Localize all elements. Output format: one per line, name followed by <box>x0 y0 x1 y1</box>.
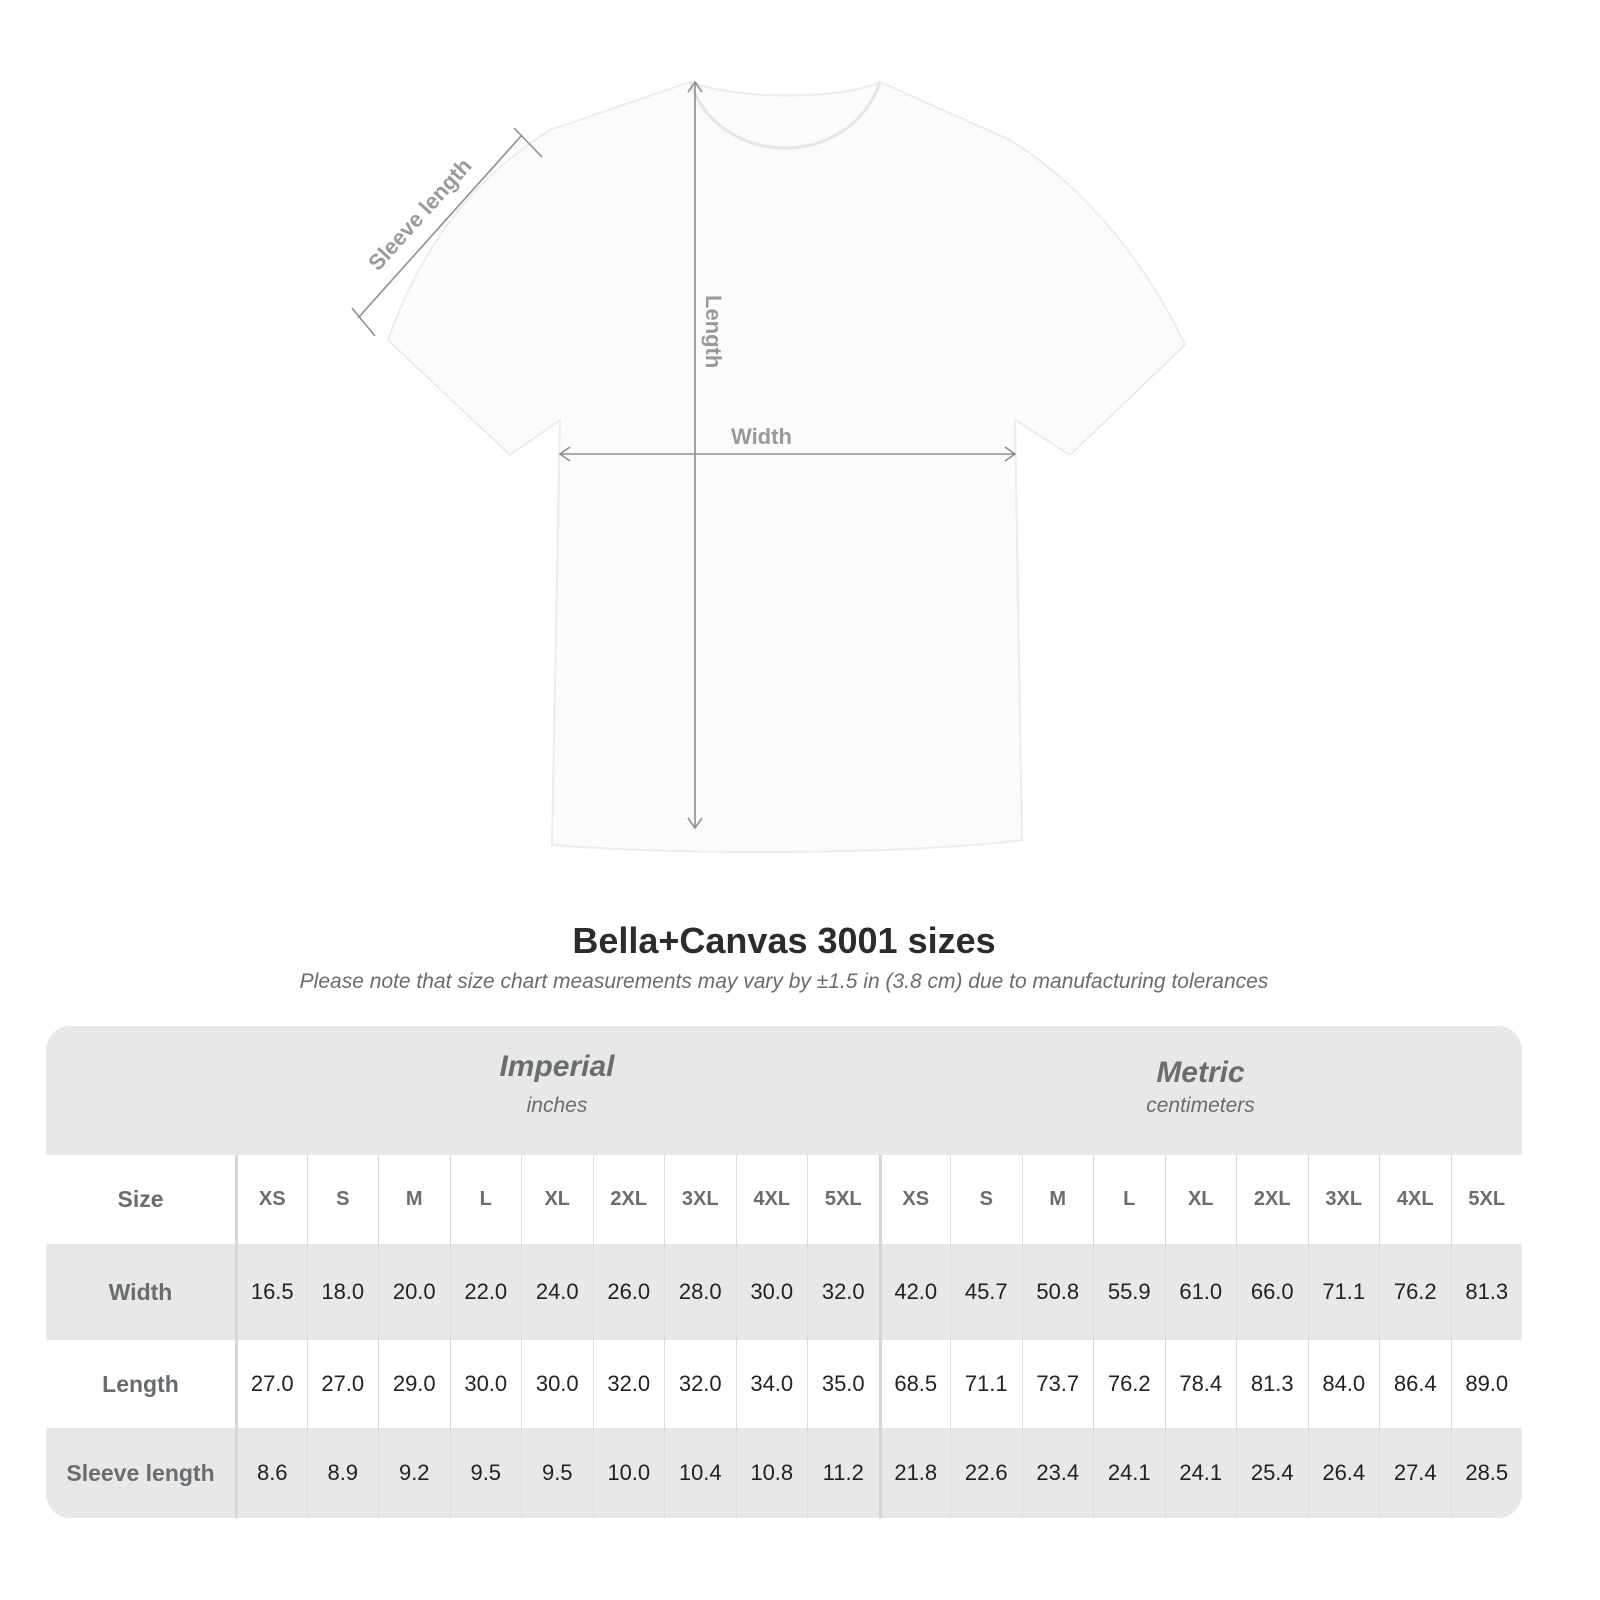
metric-size-S: S <box>950 1155 1022 1244</box>
metric-value-cell: 61.0 <box>1164 1244 1237 1340</box>
t-shirt-image <box>386 80 1187 853</box>
size-label: Size <box>117 1186 164 1212</box>
imperial-size-5XL: 5XL <box>807 1155 879 1244</box>
imperial-size-M: M <box>378 1155 450 1244</box>
imperial-value-cell: 29.0 <box>378 1340 450 1428</box>
metric-value-cell: 26.4 <box>1307 1428 1380 1518</box>
page-title: Bella+Canvas 3001 sizes <box>572 920 996 961</box>
metric-value-cell: 50.8 <box>1021 1244 1094 1340</box>
metric-value-cell: 24.1 <box>1164 1428 1237 1518</box>
metric-title: Metric <box>1156 1056 1245 1089</box>
imperial-size-S: S <box>306 1155 379 1244</box>
metric-value-cell: 78.4 <box>1164 1340 1237 1428</box>
width-label: Width <box>731 424 792 449</box>
metric-value-cell: 24.1 <box>1093 1428 1165 1518</box>
imperial-value-cell: 27.0 <box>306 1340 379 1428</box>
table-row: Width 16.5 18.0 20.0 22.0 24.0 26.0 28.0 30.0 32.… <box>46 1244 1522 1340</box>
imperial-value-cell: 8.9 <box>306 1428 379 1518</box>
imperial-value-cell: 30.0 <box>449 1340 522 1428</box>
imperial-size-2XL: 2XL <box>592 1155 665 1244</box>
imperial-value-cell: 34.0 <box>735 1340 808 1428</box>
metric-value-cell: 73.7 <box>1021 1340 1094 1428</box>
imperial-value-cell: 9.5 <box>521 1428 593 1518</box>
imperial-value-cell: 28.0 <box>664 1244 736 1340</box>
imperial-value-cell: 9.2 <box>378 1428 450 1518</box>
metric-value-cell: 22.6 <box>950 1428 1022 1518</box>
size-table: Imperial inches Metric centimeters Size X… <box>46 1026 1522 1518</box>
metric-value-cell: 28.5 <box>1450 1428 1523 1518</box>
imperial-value-cell: 11.2 <box>807 1428 879 1518</box>
metric-value-cell: 23.4 <box>1021 1428 1094 1518</box>
size-header-row: Size XS S M L XL 2XL 3XL 4XL 5XL XS S M L XL 2XL 3XL 4XL 5… <box>46 1155 1522 1244</box>
table-row: Length 27.0 27.0 29.0 30.0 30.0 32.0 32.0 34.0 35… <box>46 1340 1522 1428</box>
imperial-unit: inches <box>526 1094 588 1117</box>
metric-value-cell: 68.5 <box>878 1340 951 1428</box>
imperial-size-L: L <box>449 1155 522 1244</box>
imperial-value-cell: 30.0 <box>521 1340 593 1428</box>
imperial-value-cell: 10.4 <box>664 1428 736 1518</box>
metric-size-4XL: 4XL <box>1379 1155 1451 1244</box>
metric-value-cell: 86.4 <box>1379 1340 1451 1428</box>
row-label: Length <box>102 1370 179 1397</box>
metric-header: Metric centimeters <box>879 1056 1522 1118</box>
metric-value-cell: 81.3 <box>1236 1340 1308 1428</box>
metric-size-XS: XS <box>878 1155 951 1244</box>
tolerance-note: Please note that size chart measurements… <box>299 970 1269 993</box>
metric-value-cell: 81.3 <box>1450 1244 1523 1340</box>
metric-value-cell: 21.8 <box>878 1428 951 1518</box>
imperial-size-XS: XS <box>235 1155 307 1244</box>
metric-value-cell: 76.2 <box>1379 1244 1451 1340</box>
metric-value-cell: 45.7 <box>950 1244 1022 1340</box>
metric-value-cell: 25.4 <box>1236 1428 1308 1518</box>
imperial-size-3XL: 3XL <box>664 1155 736 1244</box>
imperial-value-cell: 24.0 <box>521 1244 593 1340</box>
metric-unit: centimeters <box>1146 1094 1255 1117</box>
row-label: Width <box>108 1278 173 1305</box>
collar <box>688 81 882 150</box>
metric-value-cell: 84.0 <box>1307 1340 1380 1428</box>
metric-size-M: M <box>1021 1155 1094 1244</box>
metric-value-cell: 89.0 <box>1450 1340 1523 1428</box>
metric-value-cell: 27.4 <box>1379 1428 1451 1518</box>
imperial-value-cell: 30.0 <box>735 1244 808 1340</box>
metric-size-3XL: 3XL <box>1307 1155 1380 1244</box>
imperial-value-cell: 18.0 <box>306 1244 379 1340</box>
metric-size-5XL: 5XL <box>1450 1155 1523 1244</box>
metric-value-cell: 42.0 <box>878 1244 951 1340</box>
metric-value-cell: 55.9 <box>1093 1244 1165 1340</box>
length-label: Length <box>701 295 726 368</box>
imperial-size-XL: XL <box>521 1155 593 1244</box>
imperial-value-cell: 9.5 <box>449 1428 522 1518</box>
metric-value-cell: 71.1 <box>1307 1244 1380 1340</box>
row-label: Sleeve length <box>66 1459 215 1486</box>
imperial-value-cell: 32.0 <box>592 1340 665 1428</box>
imperial-size-4XL: 4XL <box>735 1155 808 1244</box>
imperial-value-cell: 10.0 <box>592 1428 665 1518</box>
imperial-value-cell: 26.0 <box>592 1244 665 1340</box>
imperial-value-cell: 35.0 <box>807 1340 879 1428</box>
imperial-value-cell: 20.0 <box>378 1244 450 1340</box>
t-shirt-diagram: Sleeve length Length Width <box>351 80 1187 853</box>
imperial-value-cell: 32.0 <box>664 1340 736 1428</box>
metric-size-2XL: 2XL <box>1236 1155 1308 1244</box>
imperial-value-cell: 32.0 <box>807 1244 879 1340</box>
metric-size-L: L <box>1093 1155 1165 1244</box>
imperial-value-cell: 8.6 <box>235 1428 307 1518</box>
imperial-title: Imperial <box>499 1050 615 1083</box>
imperial-header: Imperial inches <box>235 1050 879 1118</box>
imperial-value-cell: 22.0 <box>449 1244 522 1340</box>
imperial-value-cell: 27.0 <box>235 1340 307 1428</box>
table-header: Imperial inches Metric centimeters <box>46 1026 1522 1155</box>
sleeve-arrow <box>357 134 523 319</box>
table-row: Sleeve length 8.6 8.9 9.2 9.5 9.5 10.0 10.4 10.8… <box>46 1428 1522 1518</box>
imperial-value-cell: 16.5 <box>235 1244 307 1340</box>
imperial-value-cell: 10.8 <box>735 1428 808 1518</box>
metric-value-cell: 66.0 <box>1236 1244 1308 1340</box>
metric-value-cell: 76.2 <box>1093 1340 1165 1428</box>
metric-value-cell: 71.1 <box>950 1340 1022 1428</box>
metric-size-XL: XL <box>1164 1155 1237 1244</box>
